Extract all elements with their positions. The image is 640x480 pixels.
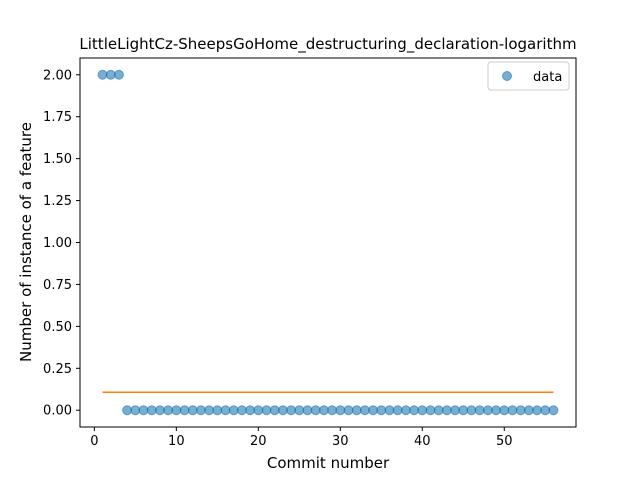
data-point	[212, 405, 223, 416]
data-point	[113, 69, 124, 80]
y-tick-label: 1.00	[43, 236, 72, 251]
data-point	[253, 405, 264, 416]
data-point	[122, 405, 133, 416]
data-point	[548, 405, 559, 416]
data-point	[433, 405, 444, 416]
data-point	[417, 405, 428, 416]
data-point	[499, 405, 510, 416]
data-point	[269, 405, 280, 416]
y-tick-label: 0.25	[43, 362, 72, 377]
data-point	[491, 405, 502, 416]
data-point	[392, 405, 403, 416]
data-point	[441, 405, 452, 416]
y-axis-label: Number of instance of a feature	[17, 122, 35, 362]
data-point	[318, 405, 329, 416]
data-point	[458, 405, 469, 416]
data-point	[105, 69, 116, 80]
data-point	[507, 405, 518, 416]
legend-box	[487, 61, 570, 91]
y-tick-label: 1.25	[43, 194, 72, 209]
chart-title: LittleLightCz-SheepsGoHome_destructuring…	[79, 35, 576, 54]
data-point	[515, 405, 526, 416]
data-point	[138, 405, 149, 416]
data-point	[450, 405, 461, 416]
data-point	[146, 405, 157, 416]
data-point	[97, 69, 108, 80]
x-tick-label: 40	[414, 434, 431, 449]
data-point	[179, 405, 190, 416]
data-point	[236, 405, 247, 416]
x-axis: 0 10 20 30 40 50	[90, 427, 513, 449]
y-tick-label: 1.75	[43, 110, 72, 125]
plot-frame	[79, 57, 577, 428]
data-point	[466, 405, 477, 416]
data-point	[187, 405, 198, 416]
plot-marks	[97, 69, 559, 416]
data-point	[540, 405, 551, 416]
x-tick-label: 10	[168, 434, 185, 449]
x-tick-label: 20	[250, 434, 267, 449]
data-point	[425, 405, 436, 416]
y-tick-label: 0.50	[43, 320, 72, 335]
data-point	[245, 405, 256, 416]
data-point	[474, 405, 485, 416]
data-point	[294, 405, 305, 416]
data-point	[343, 405, 354, 416]
data-point	[195, 405, 206, 416]
data-point	[368, 405, 379, 416]
data-point	[532, 405, 543, 416]
data-point	[204, 405, 215, 416]
data-point	[384, 405, 395, 416]
x-tick-label: 30	[332, 434, 349, 449]
y-tick-label: 0.00	[43, 404, 72, 419]
x-tick-label: 0	[90, 434, 98, 449]
data-point	[228, 405, 239, 416]
data-point	[286, 405, 297, 416]
data-point	[523, 405, 534, 416]
data-point	[400, 405, 411, 416]
y-tick-label: 1.50	[43, 152, 72, 167]
data-point	[376, 405, 387, 416]
y-tick-label: 0.75	[43, 278, 72, 293]
data-point	[335, 405, 346, 416]
legend-marker-data	[502, 71, 512, 81]
data-point	[220, 405, 231, 416]
data-point	[482, 405, 493, 416]
data-point	[359, 405, 370, 416]
data-point	[171, 405, 182, 416]
y-axis: 0.00 0.25 0.50 0.75 1.00 1.25 1.50 1.75 2.00	[43, 68, 80, 419]
y-tick-label: 2.00	[43, 68, 72, 83]
data-point	[261, 405, 272, 416]
x-axis-label: Commit number	[267, 454, 390, 472]
legend: data	[487, 61, 570, 91]
data-point	[409, 405, 420, 416]
data-point	[310, 405, 321, 416]
x-tick-label: 50	[496, 434, 513, 449]
data-point	[277, 405, 288, 416]
legend-label-data: data	[533, 70, 562, 85]
data-point	[302, 405, 313, 416]
data-point	[154, 405, 165, 416]
data-point	[327, 405, 338, 416]
data-point	[130, 405, 141, 416]
data-point	[351, 405, 362, 416]
data-point	[163, 405, 174, 416]
